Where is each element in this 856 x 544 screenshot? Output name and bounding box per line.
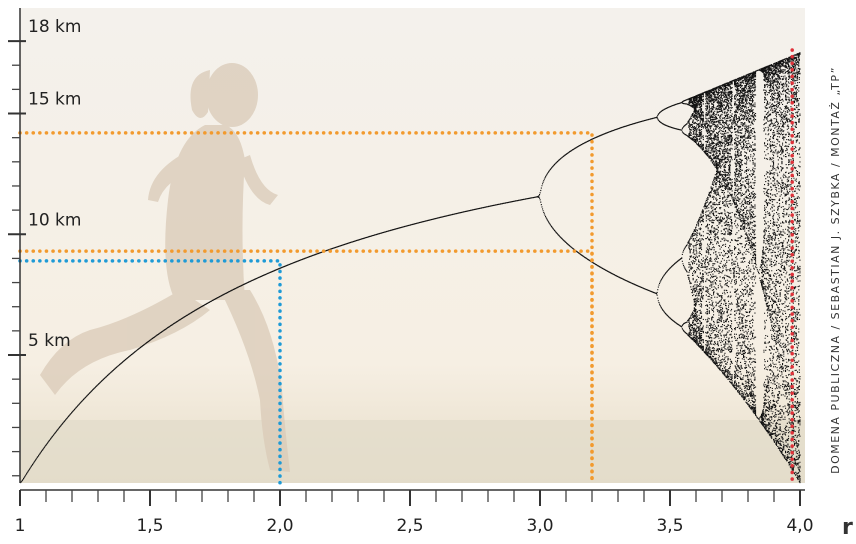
y-tick-label: 15 km [28, 90, 81, 110]
credit: DOMENA PUBLICZNA / SEBASTIAN J. SZYBKA /… [829, 66, 842, 474]
x-tick-label: 2,0 [266, 516, 293, 536]
grass [20, 420, 805, 483]
y-tick-label: 10 km [28, 210, 81, 230]
x-tick-label: 4,0 [786, 516, 813, 536]
y-tick-label: 5 km [28, 331, 71, 351]
x-tick-label: 3,5 [656, 516, 683, 536]
chart: DOMENA PUBLICZNA / SEBASTIAN J. SZYBKA /… [0, 0, 856, 544]
x-tick-label: 2,5 [396, 516, 423, 536]
y-tick-label: 18 km [28, 17, 81, 37]
x-axis-label: r [842, 515, 853, 540]
x-tick-label: 1,5 [136, 516, 163, 536]
photo-background [20, 8, 805, 483]
x-tick-label: 1 [15, 516, 26, 536]
x-tick-label: 3,0 [526, 516, 553, 536]
